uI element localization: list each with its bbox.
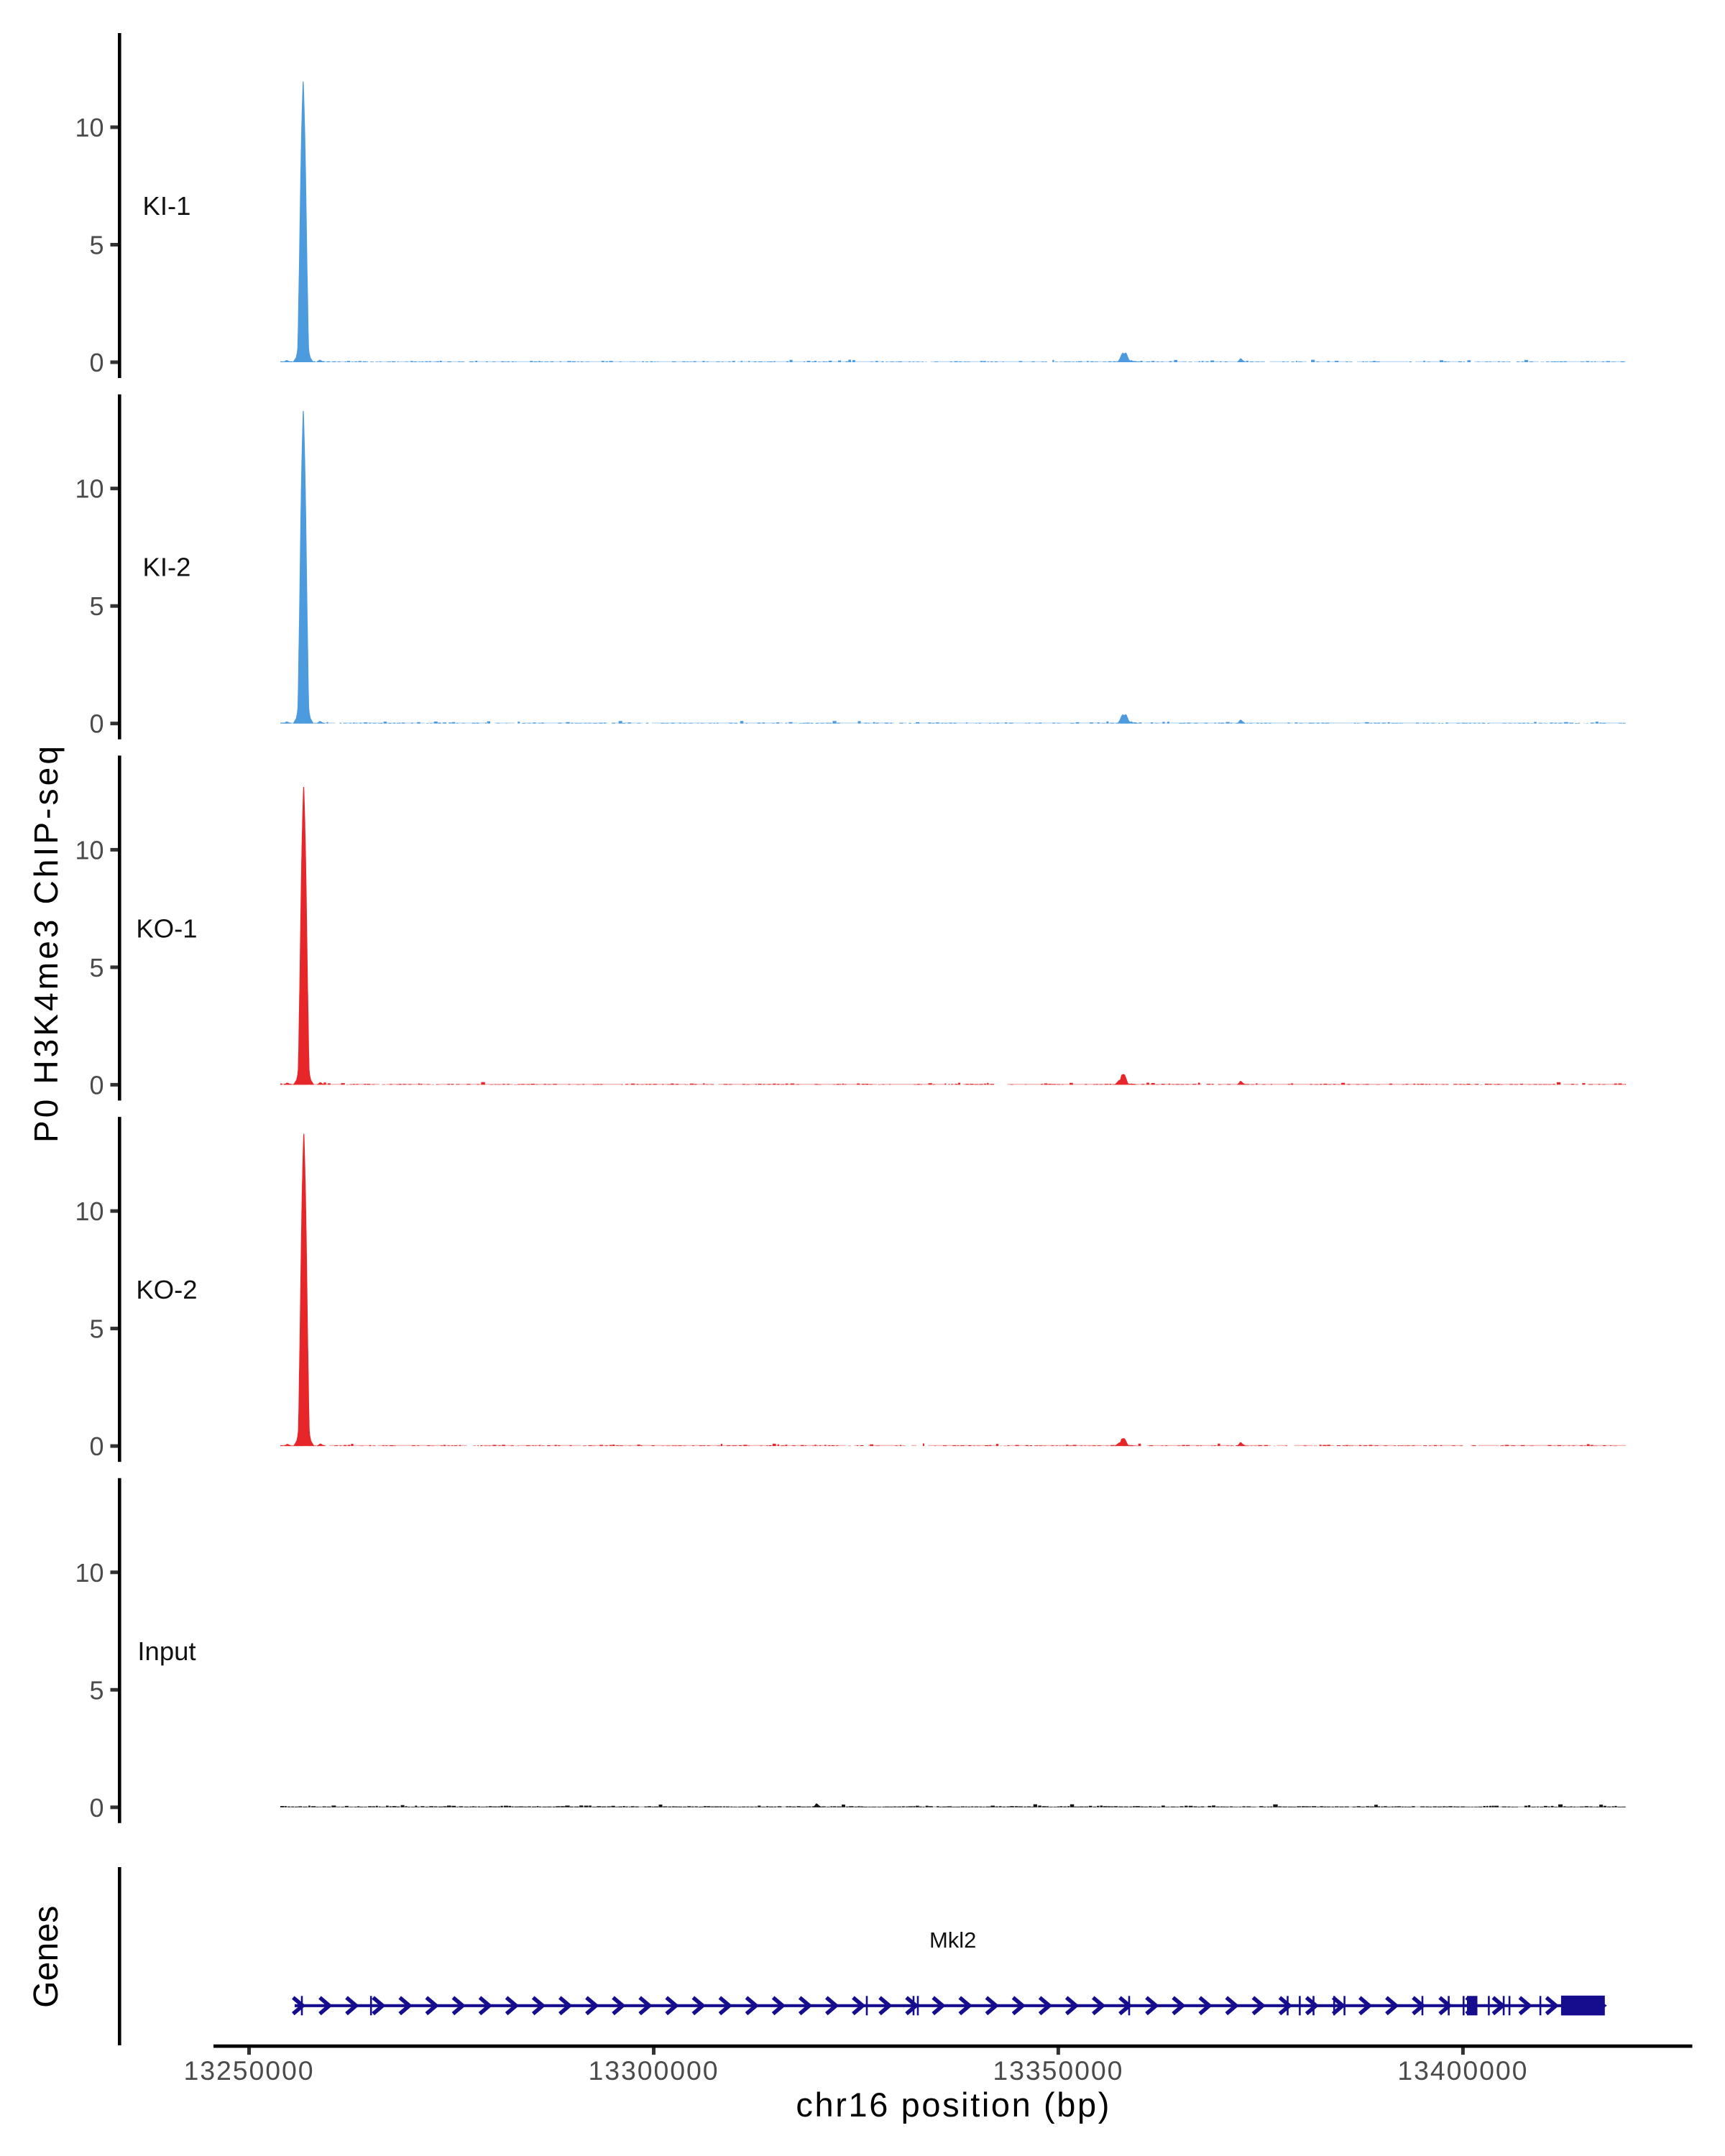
svg-text:10: 10 <box>75 474 104 504</box>
svg-text:5: 5 <box>89 953 104 982</box>
svg-text:P0 H3K4me3 ChIP-seq: P0 H3K4me3 ChIP-seq <box>27 743 65 1143</box>
svg-text:10: 10 <box>75 113 104 142</box>
svg-text:KO-1: KO-1 <box>136 913 197 943</box>
svg-text:KO-2: KO-2 <box>136 1275 197 1304</box>
svg-text:0: 0 <box>89 1793 104 1823</box>
svg-text:Input: Input <box>137 1636 196 1666</box>
svg-text:chr16 position (bp): chr16 position (bp) <box>796 2086 1111 2124</box>
svg-text:KI-2: KI-2 <box>143 553 191 582</box>
svg-text:10: 10 <box>75 1558 104 1588</box>
svg-text:Genes: Genes <box>27 1905 65 2007</box>
svg-text:13350000: 13350000 <box>993 2055 1123 2086</box>
svg-text:0: 0 <box>89 1432 104 1461</box>
svg-text:10: 10 <box>75 835 104 865</box>
svg-text:5: 5 <box>89 591 104 621</box>
svg-text:0: 0 <box>89 348 104 377</box>
svg-text:13400000: 13400000 <box>1397 2055 1528 2086</box>
svg-text:5: 5 <box>89 1675 104 1705</box>
svg-text:Mkl2: Mkl2 <box>929 1927 976 1953</box>
svg-text:13250000: 13250000 <box>183 2055 314 2086</box>
svg-text:0: 0 <box>89 1070 104 1100</box>
svg-text:5: 5 <box>89 231 104 260</box>
svg-text:10: 10 <box>75 1197 104 1226</box>
svg-text:0: 0 <box>89 709 104 739</box>
svg-text:13300000: 13300000 <box>588 2055 719 2086</box>
svg-text:5: 5 <box>89 1314 104 1344</box>
svg-text:KI-1: KI-1 <box>143 191 191 221</box>
